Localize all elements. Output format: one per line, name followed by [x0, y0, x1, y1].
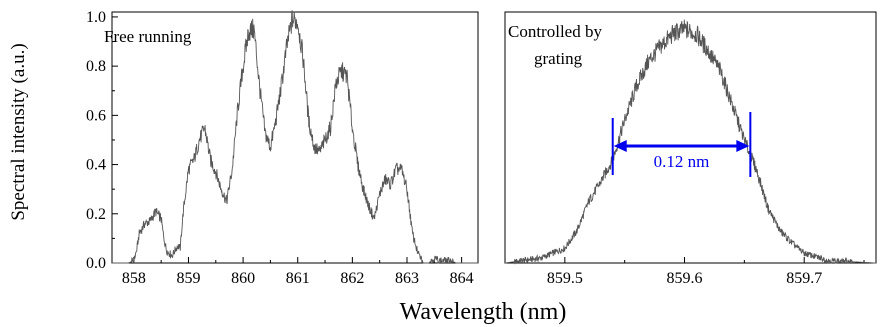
x-tick-label: 859 [176, 270, 200, 287]
spectrum-line [112, 10, 478, 264]
x-tick-label: 859.7 [786, 270, 822, 287]
x-tick-label: 859.6 [667, 270, 703, 287]
fwhm-arrowhead-right [736, 140, 750, 152]
y-tick-label: 0.8 [86, 58, 106, 75]
fwhm-arrowhead-left [613, 140, 627, 152]
fwhm-label: 0.12 nm [654, 152, 710, 171]
x-axis-label: Wavelength (nm) [400, 299, 567, 325]
free-running-plot-area: 858 859 860 861 862 863 864 0.0 0.2 0.4 0.6 0.8 1.0 [86, 9, 479, 287]
grating-label-line1: Controlled by [508, 22, 602, 41]
x-tick-label: 860 [231, 270, 255, 287]
plot-frame [111, 11, 479, 264]
y-tick-label: 0.6 [86, 107, 106, 124]
x-tick-label: 864 [450, 270, 474, 287]
y-tick-label: 0.2 [86, 206, 106, 223]
x-tick-label: 861 [286, 270, 310, 287]
free-running-panel: 858 859 860 861 862 863 8640.00.20.40.60.81.0 … [86, 9, 479, 287]
y-tick-label: 1.0 [86, 9, 106, 26]
x-tick-label: 862 [340, 270, 364, 287]
spectrum-line [504, 19, 876, 265]
x-tick-label: 863 [395, 270, 419, 287]
y-tick-label: 0.0 [86, 255, 106, 272]
y-axis-label: Spectral intensity (a.u.) [8, 43, 29, 220]
x-tick-label: 859.5 [547, 270, 583, 287]
grating-plot-area: 859.5 859.6 859.7 0.12 nm [504, 11, 877, 287]
x-tick-label: 858 [122, 270, 146, 287]
grating-label-line2: grating [534, 49, 583, 68]
y-tick-label: 0.4 [86, 157, 106, 174]
free-running-label: Free running [104, 27, 192, 46]
grating-panel: 859.5 859.6 859.7 0.12 nm Controlled by gra… [504, 11, 877, 287]
plot-frame [504, 11, 877, 264]
